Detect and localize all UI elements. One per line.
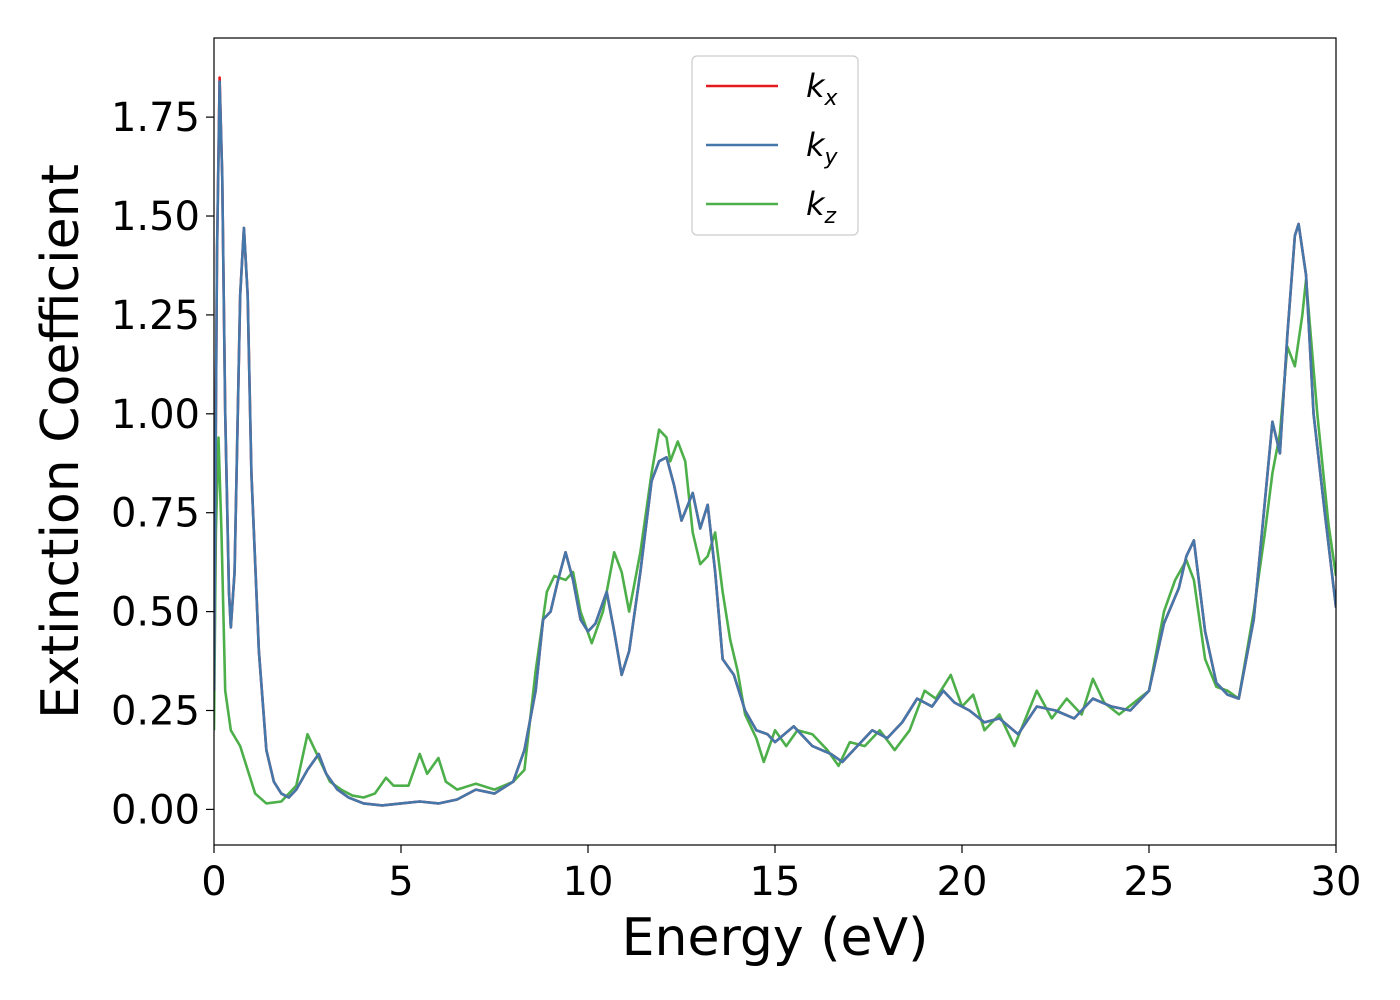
series-line-k-z (214, 278, 1336, 805)
y-tick-label: 0.25 (111, 689, 200, 735)
legend-label-base: k (806, 185, 826, 223)
y-tick-label: 0.00 (111, 787, 200, 833)
x-tick-label: 30 (1311, 859, 1362, 905)
legend-label-k-z: kz (806, 185, 837, 229)
x-axis-label: Energy (eV) (622, 908, 929, 968)
legend-label-base: k (806, 67, 826, 105)
y-axis-label: Extinction Coefficient (31, 164, 91, 719)
y-tick-label: 1.50 (111, 194, 200, 240)
y-tick-label: 1.25 (111, 293, 200, 339)
x-axis-ticks: 0 5 10 15 20 25 30 (201, 845, 1361, 905)
legend-label-k-x: kx (806, 67, 839, 111)
x-tick-label: 0 (201, 859, 226, 905)
x-tick-label: 15 (750, 859, 801, 905)
x-tick-label: 25 (1124, 859, 1175, 905)
legend-label-subscript: y (824, 145, 839, 170)
legend-label-subscript: z (824, 204, 837, 229)
series-line-k-y (214, 80, 1336, 807)
axes-layer: 0 5 10 15 20 25 30 0.00 0.25 0.50 0.75 1.00 1.25 1.5… (31, 37, 1361, 968)
x-tick-label: 5 (388, 859, 413, 905)
y-tick-label: 1.75 (111, 95, 200, 141)
series-layer (214, 76, 1336, 807)
y-tick-label: 1.00 (111, 392, 200, 438)
legend-label-subscript: x (824, 86, 839, 111)
legend-label-k-y: ky (806, 126, 839, 170)
legend-label-base: k (806, 126, 826, 164)
x-tick-label: 20 (937, 859, 988, 905)
y-axis-ticks: 0.00 0.25 0.50 0.75 1.00 1.25 1.50 1.75 (111, 95, 214, 833)
x-tick-label: 10 (563, 859, 614, 905)
y-tick-label: 0.50 (111, 590, 200, 636)
y-tick-label: 0.75 (111, 491, 200, 537)
